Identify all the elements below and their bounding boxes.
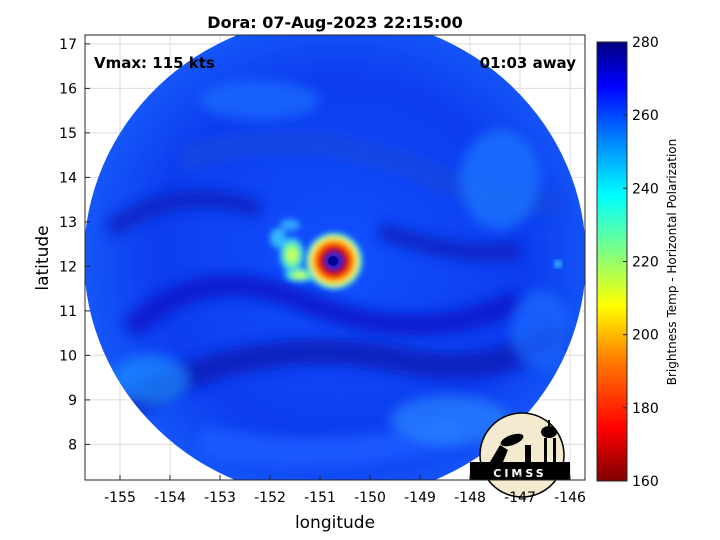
colorbar-tick-label: 240 (632, 181, 659, 197)
colorbar-tick-label: 260 (632, 108, 659, 124)
cimss-logo: CIMSS (470, 412, 570, 498)
y-tick-label: 9 (68, 393, 77, 409)
colorbar-ticks: 160 180 200 220 240 260 280 (623, 35, 659, 490)
y-tick-label: 11 (59, 304, 77, 320)
y-axis-ticks: 8 9 10 11 12 13 14 15 16 17 (59, 37, 90, 453)
x-axis-ticks: -155 -154 -153 -152 -151 -150 -149 -148 -147 -146 (104, 475, 586, 506)
x-tick-label: -148 (454, 490, 486, 506)
y-tick-label: 16 (59, 81, 77, 97)
colorbar-tick-label: 160 (632, 474, 659, 490)
x-tick-label: -153 (204, 490, 236, 506)
x-tick-label: -154 (154, 490, 186, 506)
x-axis-label: longitude (295, 513, 375, 533)
y-tick-label: 13 (59, 215, 77, 231)
x-tick-label: -149 (404, 490, 436, 506)
logo-text: CIMSS (493, 467, 546, 480)
x-tick-label: -155 (104, 490, 136, 506)
microwave-swath (85, 35, 585, 480)
time-offset-label: 01:03 away (480, 54, 577, 72)
colorbar-tick-label: 280 (632, 35, 659, 51)
axes-frame (84, 34, 586, 481)
x-tick-label: -151 (304, 490, 336, 506)
x-tick-label: -150 (354, 490, 386, 506)
y-tick-label: 14 (59, 170, 77, 186)
colorbar-tick-label: 180 (632, 401, 659, 417)
y-axis-label: latitude (33, 225, 53, 290)
colorbar: 160 180 200 220 240 260 280 Brightness Temp - … (596, 35, 679, 490)
y-tick-label: 8 (68, 437, 77, 453)
vmax-label: Vmax: 115 kts (94, 54, 215, 72)
x-tick-label: -146 (554, 490, 586, 506)
colorbar-tick-label: 220 (632, 255, 659, 271)
y-tick-label: 15 (59, 126, 77, 142)
chart-title: Dora: 07-Aug-2023 22:15:00 (207, 13, 462, 32)
colorbar-gradient (596, 41, 628, 482)
storm-eye (328, 256, 338, 266)
y-tick-label: 17 (59, 37, 77, 53)
y-tick-label: 10 (59, 348, 77, 364)
y-tick-label: 12 (59, 259, 77, 275)
colorbar-tick-label: 200 (632, 328, 659, 344)
x-tick-label: -152 (254, 490, 286, 506)
x-tick-label: -147 (504, 490, 536, 506)
colorbar-label: Brightness Temp - Horizontal Polarizatio… (665, 139, 679, 386)
